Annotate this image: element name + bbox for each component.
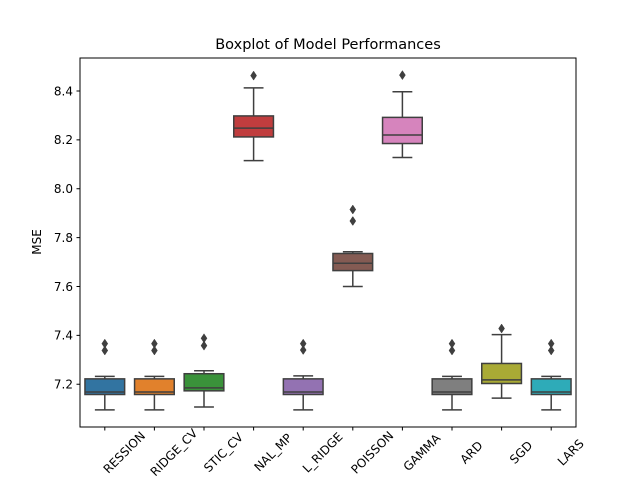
x-tick-label: SGD bbox=[507, 438, 535, 466]
box-group-1 bbox=[133, 338, 175, 411]
box-group-2 bbox=[183, 333, 225, 408]
box-iqr bbox=[481, 362, 523, 385]
outlier-point bbox=[349, 216, 357, 226]
box-iqr bbox=[431, 378, 473, 396]
y-axis-label: MSE bbox=[30, 229, 44, 255]
plot-frame bbox=[79, 57, 577, 428]
x-tick-label: RESSION bbox=[101, 429, 148, 476]
outlier-point bbox=[200, 340, 208, 351]
box-group-5 bbox=[332, 204, 374, 288]
x-tick-label: ARD bbox=[457, 438, 485, 466]
chart-title: Boxplot of Model Performances bbox=[215, 37, 441, 53]
y-tick-label: 7.6 bbox=[54, 280, 73, 294]
box-iqr bbox=[233, 115, 275, 138]
outlier-point bbox=[448, 338, 456, 349]
outlier-point bbox=[349, 204, 357, 215]
outlier-point bbox=[547, 338, 555, 349]
box-group-0 bbox=[84, 338, 126, 411]
box-group-8 bbox=[481, 323, 523, 399]
outlier-point bbox=[101, 345, 109, 356]
y-tick-label: 7.4 bbox=[54, 329, 73, 343]
x-axis: RESSION RIDGE_CV STIC_CV NAL_MP L_RIDGE POISS… bbox=[101, 426, 587, 479]
box-group-4 bbox=[282, 338, 324, 411]
y-tick-label: 8.4 bbox=[54, 84, 73, 98]
x-tick-label: RIDGE_CV bbox=[148, 426, 201, 479]
y-tick-label: 7.8 bbox=[54, 231, 73, 245]
outlier-point bbox=[250, 70, 257, 81]
y-tick-label: 7.2 bbox=[54, 378, 73, 392]
x-tick-label: L_RIDGE bbox=[300, 430, 346, 476]
x-tick-label: POISSON bbox=[348, 429, 396, 477]
box-iqr bbox=[381, 116, 423, 145]
outlier-point bbox=[299, 338, 307, 349]
box-iqr bbox=[133, 378, 175, 396]
box-group-9 bbox=[530, 338, 572, 411]
x-tick-label: GAMMA bbox=[401, 431, 444, 474]
y-axis: 7.2 7.4 7.6 7.8 8.0 8.2 8.4 bbox=[54, 84, 80, 392]
outlier-point bbox=[151, 338, 158, 349]
box-iqr bbox=[530, 378, 572, 396]
x-tick-label: LARS bbox=[555, 437, 587, 469]
outlier-point bbox=[448, 345, 456, 356]
box-group-6 bbox=[381, 70, 423, 159]
outlier-point bbox=[200, 333, 208, 344]
box-iqr bbox=[84, 378, 126, 396]
box-iqr bbox=[183, 372, 225, 392]
outlier-point bbox=[151, 345, 158, 356]
y-tick-label: 8.2 bbox=[54, 133, 73, 147]
box-iqr bbox=[332, 252, 374, 272]
outlier-point bbox=[498, 323, 505, 334]
box-group-7 bbox=[431, 338, 473, 411]
outlier-point bbox=[547, 345, 555, 356]
x-tick-label: STIC_CV bbox=[201, 430, 246, 475]
box-iqr bbox=[282, 378, 324, 396]
y-tick-label: 8.0 bbox=[54, 182, 73, 196]
box-group-3 bbox=[233, 70, 275, 162]
outlier-point bbox=[399, 70, 406, 81]
x-tick-label: NAL_MP bbox=[251, 431, 294, 474]
outlier-point bbox=[299, 345, 307, 355]
plot-area bbox=[84, 70, 572, 411]
outlier-point bbox=[101, 338, 109, 349]
